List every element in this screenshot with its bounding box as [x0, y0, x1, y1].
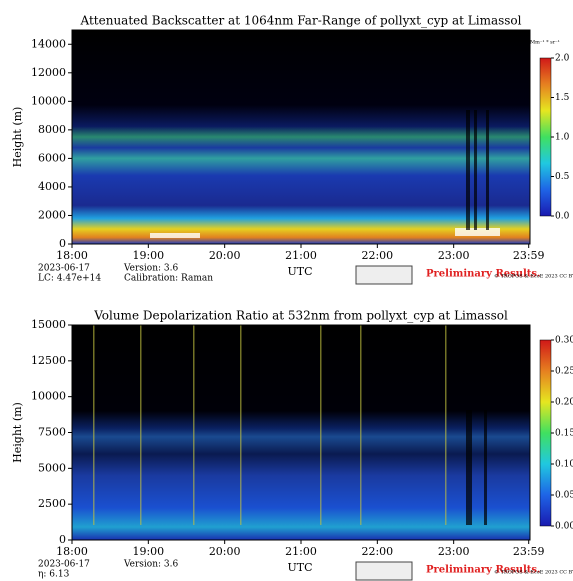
y-tick-label: 2500 — [38, 497, 66, 510]
x-tick-label: 20:00 — [209, 249, 241, 262]
y-tick-label: 5000 — [38, 461, 66, 474]
heatmap-image — [72, 30, 530, 244]
x-axis-label: UTC — [287, 561, 312, 574]
y-tick-label: 2000 — [38, 208, 66, 221]
colorbar-tick-label: 2.0 — [555, 54, 570, 64]
colorbar-tick-label: 1.5 — [555, 93, 570, 103]
y-tick-label: 6000 — [38, 151, 66, 164]
footnote: LC: 4.47e+14 — [38, 274, 101, 284]
x-tick-label: 19:00 — [132, 545, 164, 558]
y-tick-label: 10000 — [31, 390, 66, 403]
x-tick-label: 23:59 — [513, 249, 545, 262]
footnote: 2023-06-17 — [38, 560, 90, 570]
heatmap-image — [72, 325, 530, 540]
y-tick-label: 8000 — [38, 123, 66, 136]
x-tick-label: 21:00 — [285, 249, 317, 262]
y-tick-label: 14000 — [31, 37, 66, 50]
y-tick-label: 4000 — [38, 180, 66, 193]
colorbar — [539, 339, 552, 527]
x-tick-label: 22:00 — [361, 249, 393, 262]
x-tick-label: 19:00 — [132, 249, 164, 262]
y-tick-label: 12000 — [31, 66, 66, 79]
x-axis-label: UTC — [287, 265, 312, 278]
x-tick-label: 22:00 — [361, 545, 393, 558]
x-tick-label: 20:00 — [209, 545, 241, 558]
colorbar-tick-label: 0.20 — [555, 398, 573, 408]
footnote: Version: 3.6 — [123, 560, 178, 570]
colorbar-tick-label: 0.15 — [555, 429, 573, 439]
decor — [93, 110, 500, 525]
license: © TROPOS & EcoE 2023 CC BY SA 4.0 Licens… — [494, 273, 573, 280]
y-tick-label: 15000 — [31, 318, 66, 331]
y-axis-label: Height (m) — [11, 107, 24, 168]
preliminary-badge: Preliminary Results. — [426, 565, 541, 576]
x-tick-label: 23:00 — [438, 249, 470, 262]
colorbar-tick-label: 0.30 — [555, 336, 573, 346]
y-tick-label: 0 — [59, 237, 66, 250]
y-tick-label: 12500 — [31, 354, 66, 367]
colorbar-tick-label: 0.05 — [555, 491, 573, 501]
x-tick-label: 18:00 — [56, 249, 88, 262]
chart-title: Volume Depolarization Ratio at 532nm fro… — [93, 309, 508, 323]
colorbar-tick-label: 0.00 — [555, 522, 573, 532]
colorbar — [539, 57, 552, 217]
footnote: Version: 3.6 — [123, 264, 178, 274]
x-tick-label: 21:00 — [285, 545, 317, 558]
colorbar-tick-label: 0.10 — [555, 460, 573, 470]
y-tick-label: 0 — [59, 533, 66, 546]
cc-badge — [355, 561, 413, 581]
footnote: η: 6.13 — [38, 570, 70, 580]
colorbar-tick-label: 0.25 — [555, 367, 573, 377]
license: © TROPOS & EcoE 2023 CC BY SA 4.0 Licens… — [494, 569, 573, 576]
colorbar-tick-label: 0.0 — [555, 212, 570, 222]
footnote: Calibration: Raman — [124, 274, 213, 284]
x-tick-label: 18:00 — [56, 545, 88, 558]
chart-title: Attenuated Backscatter at 1064nm Far-Ran… — [80, 14, 522, 28]
colorbar-tick-label: 0.5 — [555, 172, 570, 182]
footnote: 2023-06-17 — [38, 264, 90, 274]
y-tick-label: 10000 — [31, 94, 66, 107]
y-axis-label: Height (m) — [11, 402, 24, 463]
cc-badge — [355, 265, 413, 285]
y-tick-label: 7500 — [38, 426, 66, 439]
colorbar-label: Mm⁻¹ * sr⁻¹ — [530, 40, 560, 46]
colorbar-tick-label: 1.0 — [555, 133, 570, 143]
x-tick-label: 23:59 — [513, 545, 545, 558]
x-tick-label: 23:00 — [438, 545, 470, 558]
preliminary-badge: Preliminary Results. — [426, 269, 541, 280]
